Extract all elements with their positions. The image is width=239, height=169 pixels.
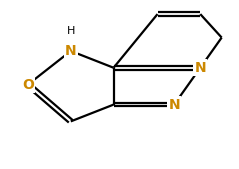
- Text: N: N: [65, 44, 77, 58]
- Text: O: O: [22, 78, 34, 91]
- Text: N: N: [168, 98, 180, 112]
- Text: N: N: [195, 61, 206, 75]
- Text: H: H: [67, 26, 75, 36]
